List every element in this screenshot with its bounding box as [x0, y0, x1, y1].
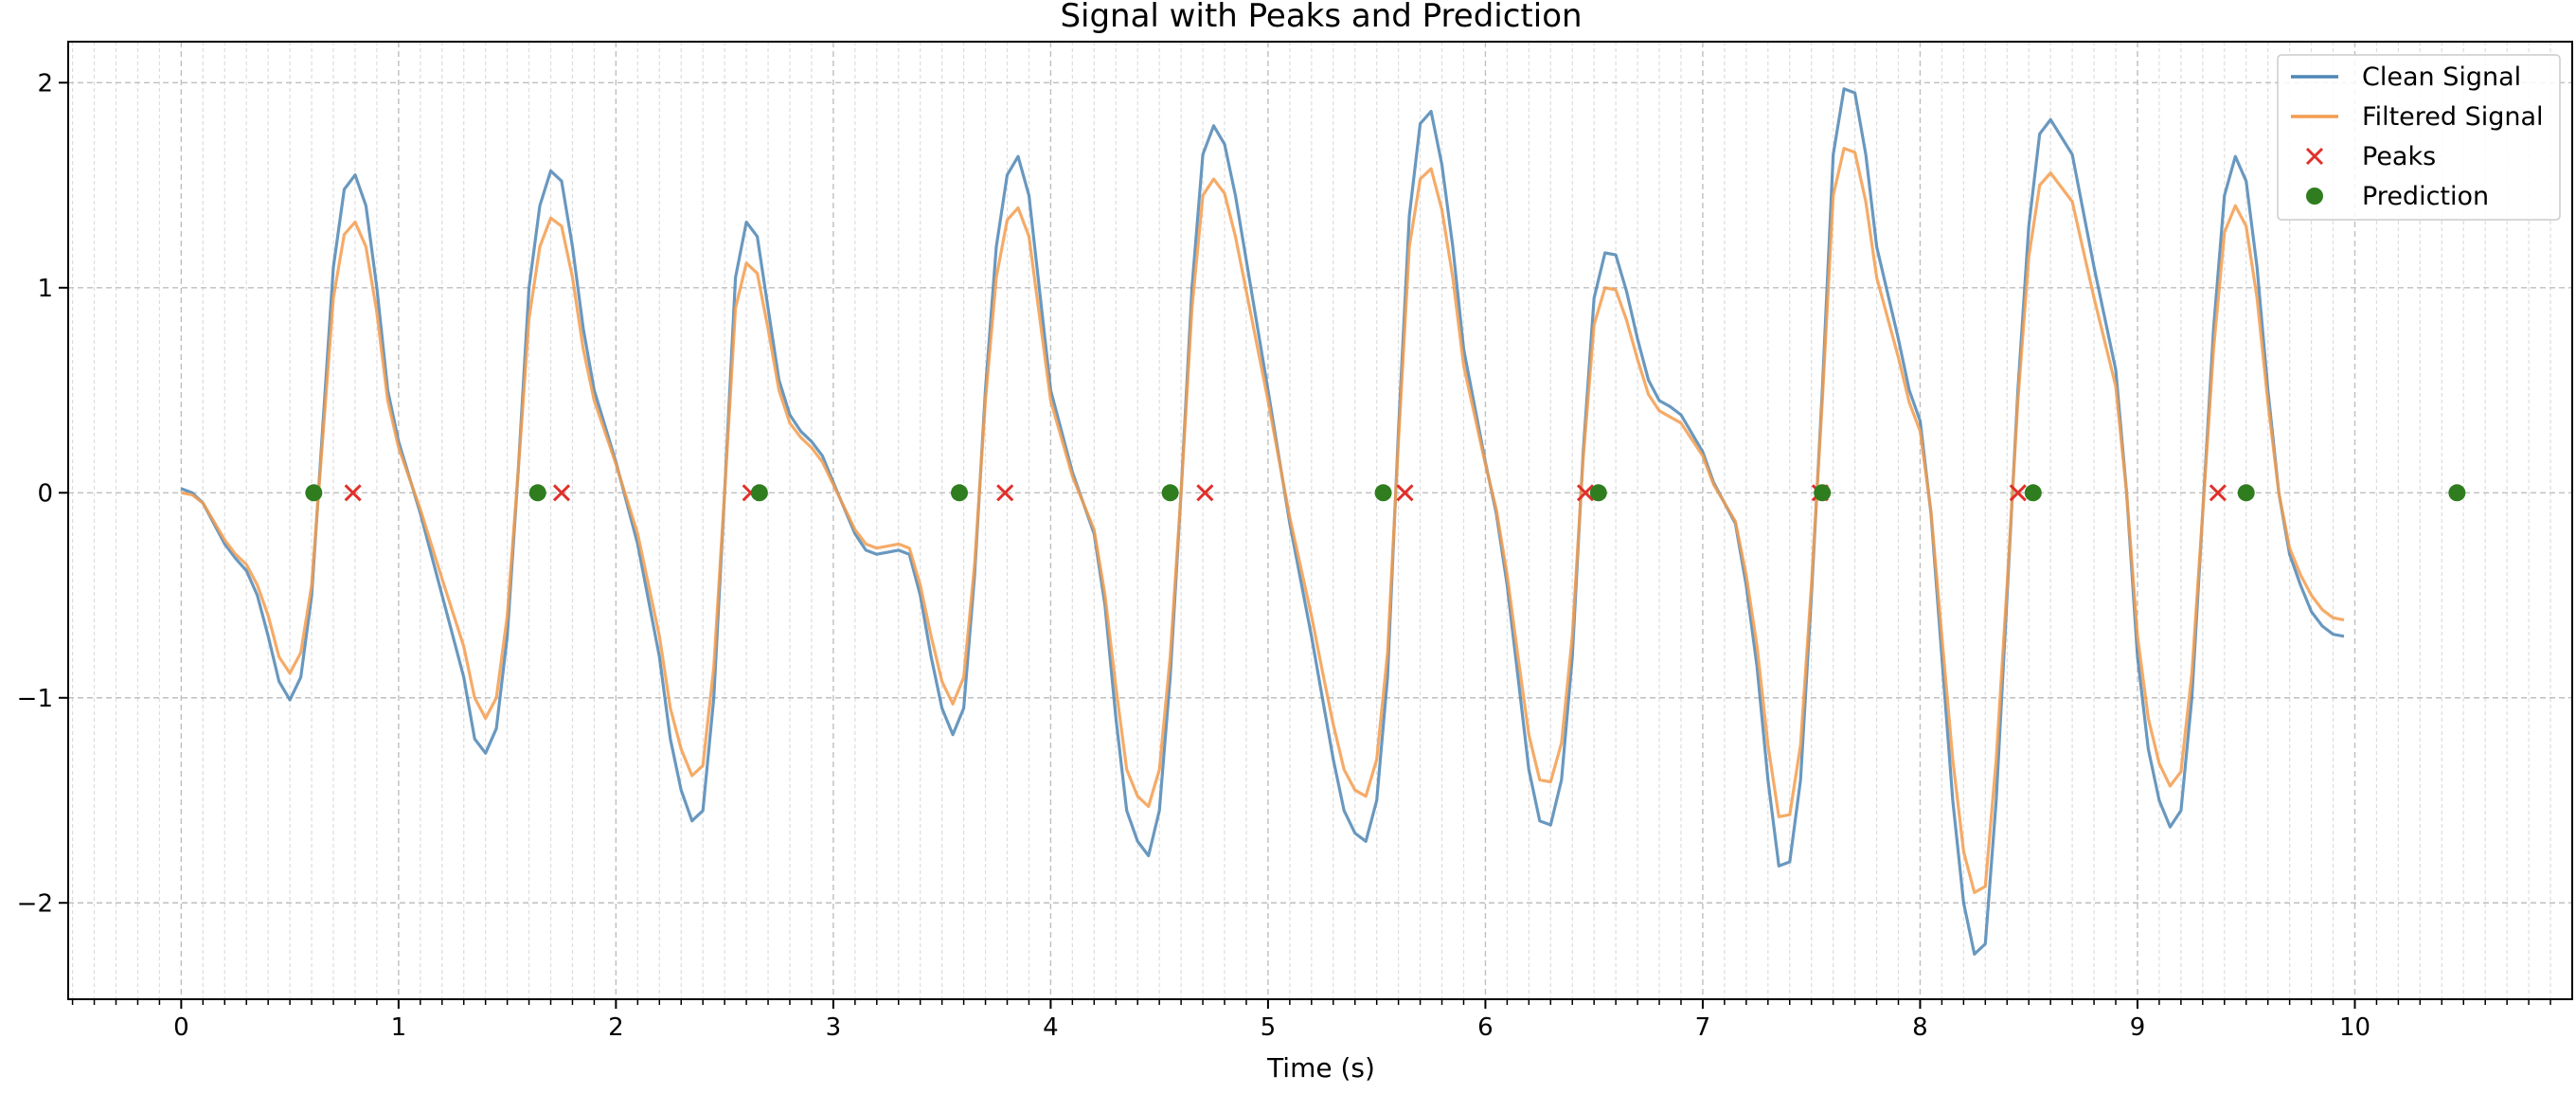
peak-marker [2009, 484, 2027, 502]
legend-swatch-prediction [2306, 188, 2323, 205]
y-tick-label: 0 [37, 479, 53, 508]
clean-signal-line [180, 87, 2345, 957]
peak-marker [1576, 484, 1595, 502]
x-tick-label: 8 [1912, 1013, 1928, 1042]
prediction-marker [2024, 484, 2042, 502]
series-prediction [305, 484, 2466, 502]
legend-label-clean-signal: Clean Signal [2362, 63, 2521, 92]
legend-label-prediction: Prediction [2362, 182, 2489, 211]
prediction-marker [2448, 484, 2466, 502]
x-tick-label: 10 [2339, 1013, 2370, 1042]
prediction-marker [1374, 484, 1392, 502]
x-axis-title: Time (s) [1266, 1052, 1375, 1084]
x-tick-label: 6 [1477, 1013, 1494, 1042]
peak-marker [1396, 484, 1414, 502]
y-tick-label: 1 [37, 275, 53, 303]
peak-marker [996, 484, 1014, 502]
prediction-marker [951, 484, 969, 502]
x-tick-label: 2 [608, 1013, 624, 1042]
filtered-signal-line [181, 147, 2345, 895]
series-layer [180, 87, 2466, 957]
prediction-marker [528, 484, 546, 502]
x-tick-label: 9 [2130, 1013, 2146, 1042]
y-tick-label: −2 [17, 889, 53, 918]
peak-marker [552, 484, 571, 502]
axis-ticks: 0 1 2 3 4 5 6 7 8 9 10 −2 −1 0 1 2 [17, 69, 2551, 1042]
y-tick-label: −1 [17, 685, 53, 713]
legend-box [2277, 54, 2561, 221]
major-grid [68, 42, 2572, 999]
y-tick-label: 2 [37, 69, 53, 98]
prediction-marker [750, 484, 768, 502]
legend-label-filtered-signal: Filtered Signal [2362, 102, 2544, 132]
x-tick-label: 0 [173, 1013, 189, 1042]
prediction-marker [1161, 484, 1179, 502]
x-tick-label: 4 [1043, 1013, 1059, 1042]
x-tick-label: 5 [1261, 1013, 1277, 1042]
prediction-marker [1589, 484, 1607, 502]
plot-frame [67, 41, 2573, 1000]
legend-swatch-peaks [2305, 147, 2324, 166]
prediction-marker [2237, 484, 2255, 502]
x-tick-label: 1 [391, 1013, 407, 1042]
series-filtered-signal [181, 147, 2345, 895]
x-tick-label: 3 [826, 1013, 842, 1042]
prediction-marker [1814, 484, 1832, 502]
prediction-marker [305, 484, 323, 502]
x-tick-label: 7 [1695, 1013, 1711, 1042]
peak-marker [344, 484, 362, 502]
chart-title: Signal with Peaks and Prediction [1060, 0, 1582, 35]
series-clean-signal [180, 87, 2345, 957]
peak-marker [2209, 484, 2227, 502]
legend: Clean Signal Filtered Signal Peaks Predi… [2277, 54, 2561, 221]
legend-label-peaks: Peaks [2362, 142, 2436, 171]
peak-marker [1196, 484, 1214, 502]
